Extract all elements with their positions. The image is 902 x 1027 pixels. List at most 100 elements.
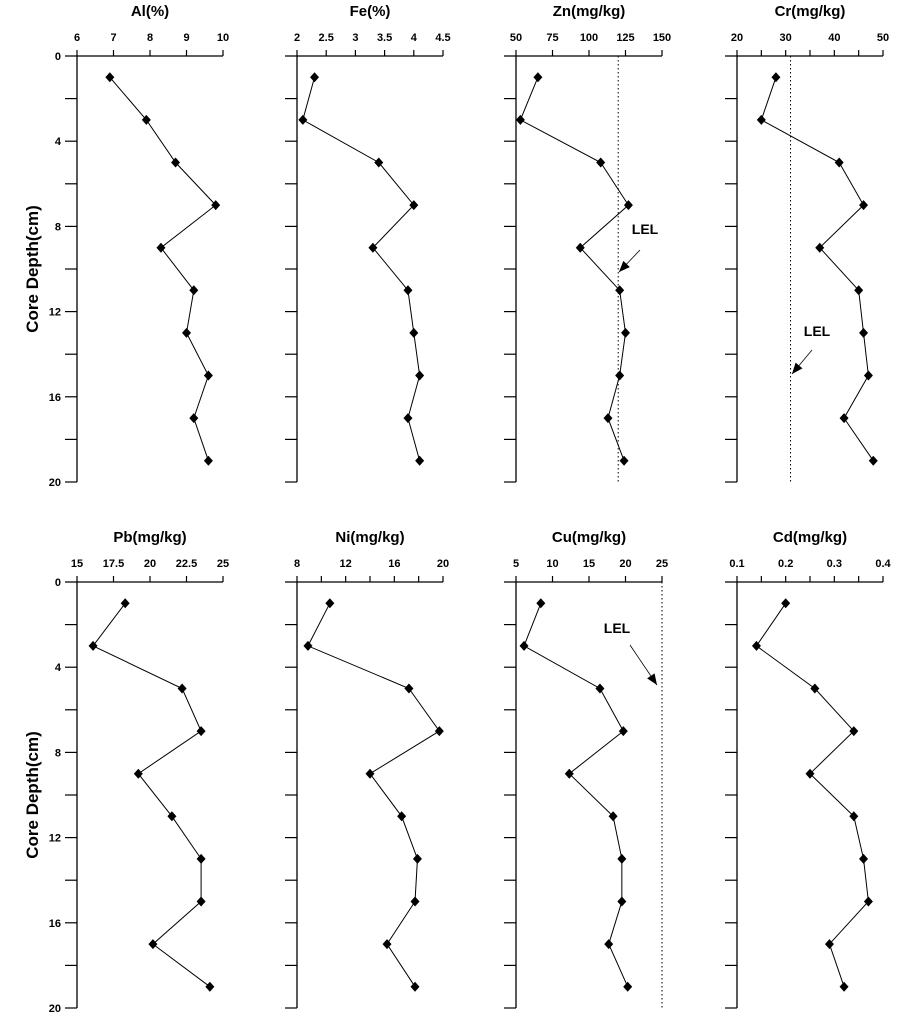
data-point (403, 285, 413, 296)
data-point (397, 811, 407, 822)
x-tick-label: 6 (74, 32, 80, 44)
data-point (403, 413, 413, 424)
data-point (810, 683, 820, 694)
lel-label: LEL (632, 221, 659, 237)
series-line (92, 602, 211, 988)
panel-pb: Pb(mg/kg) 15 17.5 20 22.5 25 0 4 8 12 16 20 Core Dep… (23, 529, 229, 1015)
x-tick-label: 15 (583, 558, 595, 570)
data-point (105, 72, 115, 83)
x-tick-label: 9 (183, 32, 189, 44)
y-tick-label: 20 (49, 1003, 61, 1015)
y-tick-label: 4 (55, 136, 62, 148)
panel-title: Fe(%) (350, 3, 391, 20)
panel-cd: Cd(mg/kg) 0.1 0.2 0.3 0.4 (725, 529, 892, 1009)
x-tick-label: 50 (877, 32, 889, 44)
x-tick-label: 40 (828, 32, 840, 44)
panel-fe: Fe(%) 2 2.5 3 3.5 4 4.5 (285, 3, 451, 483)
x-tick-label: 3 (352, 32, 358, 44)
x-tick-label: 8 (294, 558, 300, 570)
x-tick-label: 17.5 (103, 558, 124, 570)
data-point (536, 598, 546, 609)
data-point (182, 327, 191, 338)
data-point (618, 726, 628, 737)
data-point (196, 726, 206, 737)
panel-zn: Zn(mg/kg) 50 75 100 125 150 LEL (504, 3, 671, 483)
x-tick-label: 12 (340, 558, 352, 570)
data-point (595, 683, 605, 694)
panel-title: Cd(mg/kg) (773, 529, 847, 546)
lel-label: LEL (604, 620, 631, 636)
data-point (156, 242, 166, 253)
data-point (298, 114, 308, 125)
x-tick-label: 5 (513, 558, 519, 570)
x-tick-label: 20 (619, 558, 631, 570)
x-tick-label: 0.3 (827, 558, 842, 570)
x-tick-label: 0.1 (729, 558, 744, 570)
data-point (815, 242, 825, 253)
x-tick-label: 25 (217, 558, 229, 570)
x-tick-label: 2 (294, 32, 300, 44)
data-point (382, 939, 392, 950)
data-point (617, 896, 627, 907)
y-tick-label: 8 (55, 747, 61, 759)
data-point (205, 981, 215, 992)
data-point (203, 370, 213, 381)
data-point (859, 327, 869, 338)
data-point (412, 853, 422, 864)
series-line (307, 603, 441, 987)
x-tick-label: 20 (731, 32, 743, 44)
data-point (617, 853, 627, 864)
data-point (596, 157, 606, 168)
data-point (781, 598, 791, 609)
data-point (615, 370, 625, 381)
series-line (755, 603, 869, 987)
x-tick-label: 50 (510, 32, 522, 44)
data-point (120, 598, 130, 609)
data-point (533, 72, 543, 83)
x-tick-label: 15 (71, 558, 83, 570)
data-point (196, 853, 206, 864)
data-point (368, 242, 378, 253)
data-point (196, 896, 206, 907)
data-point (619, 455, 629, 466)
lel-label: LEL (804, 323, 831, 339)
data-point (751, 640, 761, 651)
series-line (760, 77, 874, 461)
data-point (189, 413, 199, 424)
data-point (211, 200, 221, 211)
x-tick-label: 10 (217, 32, 229, 44)
data-point (756, 114, 766, 125)
panel-title: Ni(mg/kg) (335, 529, 404, 546)
data-point (189, 285, 199, 296)
x-tick-label: 150 (653, 32, 671, 44)
data-point (854, 285, 864, 296)
data-point (415, 455, 425, 466)
data-point (415, 370, 425, 381)
data-point (310, 72, 320, 83)
data-point (564, 768, 574, 779)
x-tick-label: 4.5 (435, 32, 450, 44)
y-tick-label: 12 (49, 833, 61, 845)
data-point (410, 896, 420, 907)
data-point (325, 598, 335, 609)
data-point (805, 768, 815, 779)
series-line (519, 77, 630, 461)
data-point (623, 200, 633, 211)
x-tick-label: 20 (144, 558, 156, 570)
panel-title: Pb(mg/kg) (113, 529, 186, 546)
data-point (603, 413, 613, 424)
x-tick-label: 4 (411, 32, 418, 44)
y-tick-label: 0 (55, 51, 61, 63)
panel-cu: Cu(mg/kg) 5 10 15 20 25 LEL (504, 529, 668, 1009)
data-point (148, 939, 158, 950)
x-tick-label: 25 (656, 558, 668, 570)
x-tick-label: 0.2 (778, 558, 793, 570)
lel-arrow-head-icon (619, 260, 630, 272)
data-point (575, 242, 585, 253)
panel-cr: Cr(mg/kg) 20 30 40 50 LEL (725, 3, 889, 483)
x-tick-label: 125 (616, 32, 634, 44)
data-point (863, 370, 873, 381)
data-point (623, 981, 633, 992)
data-point (133, 768, 143, 779)
